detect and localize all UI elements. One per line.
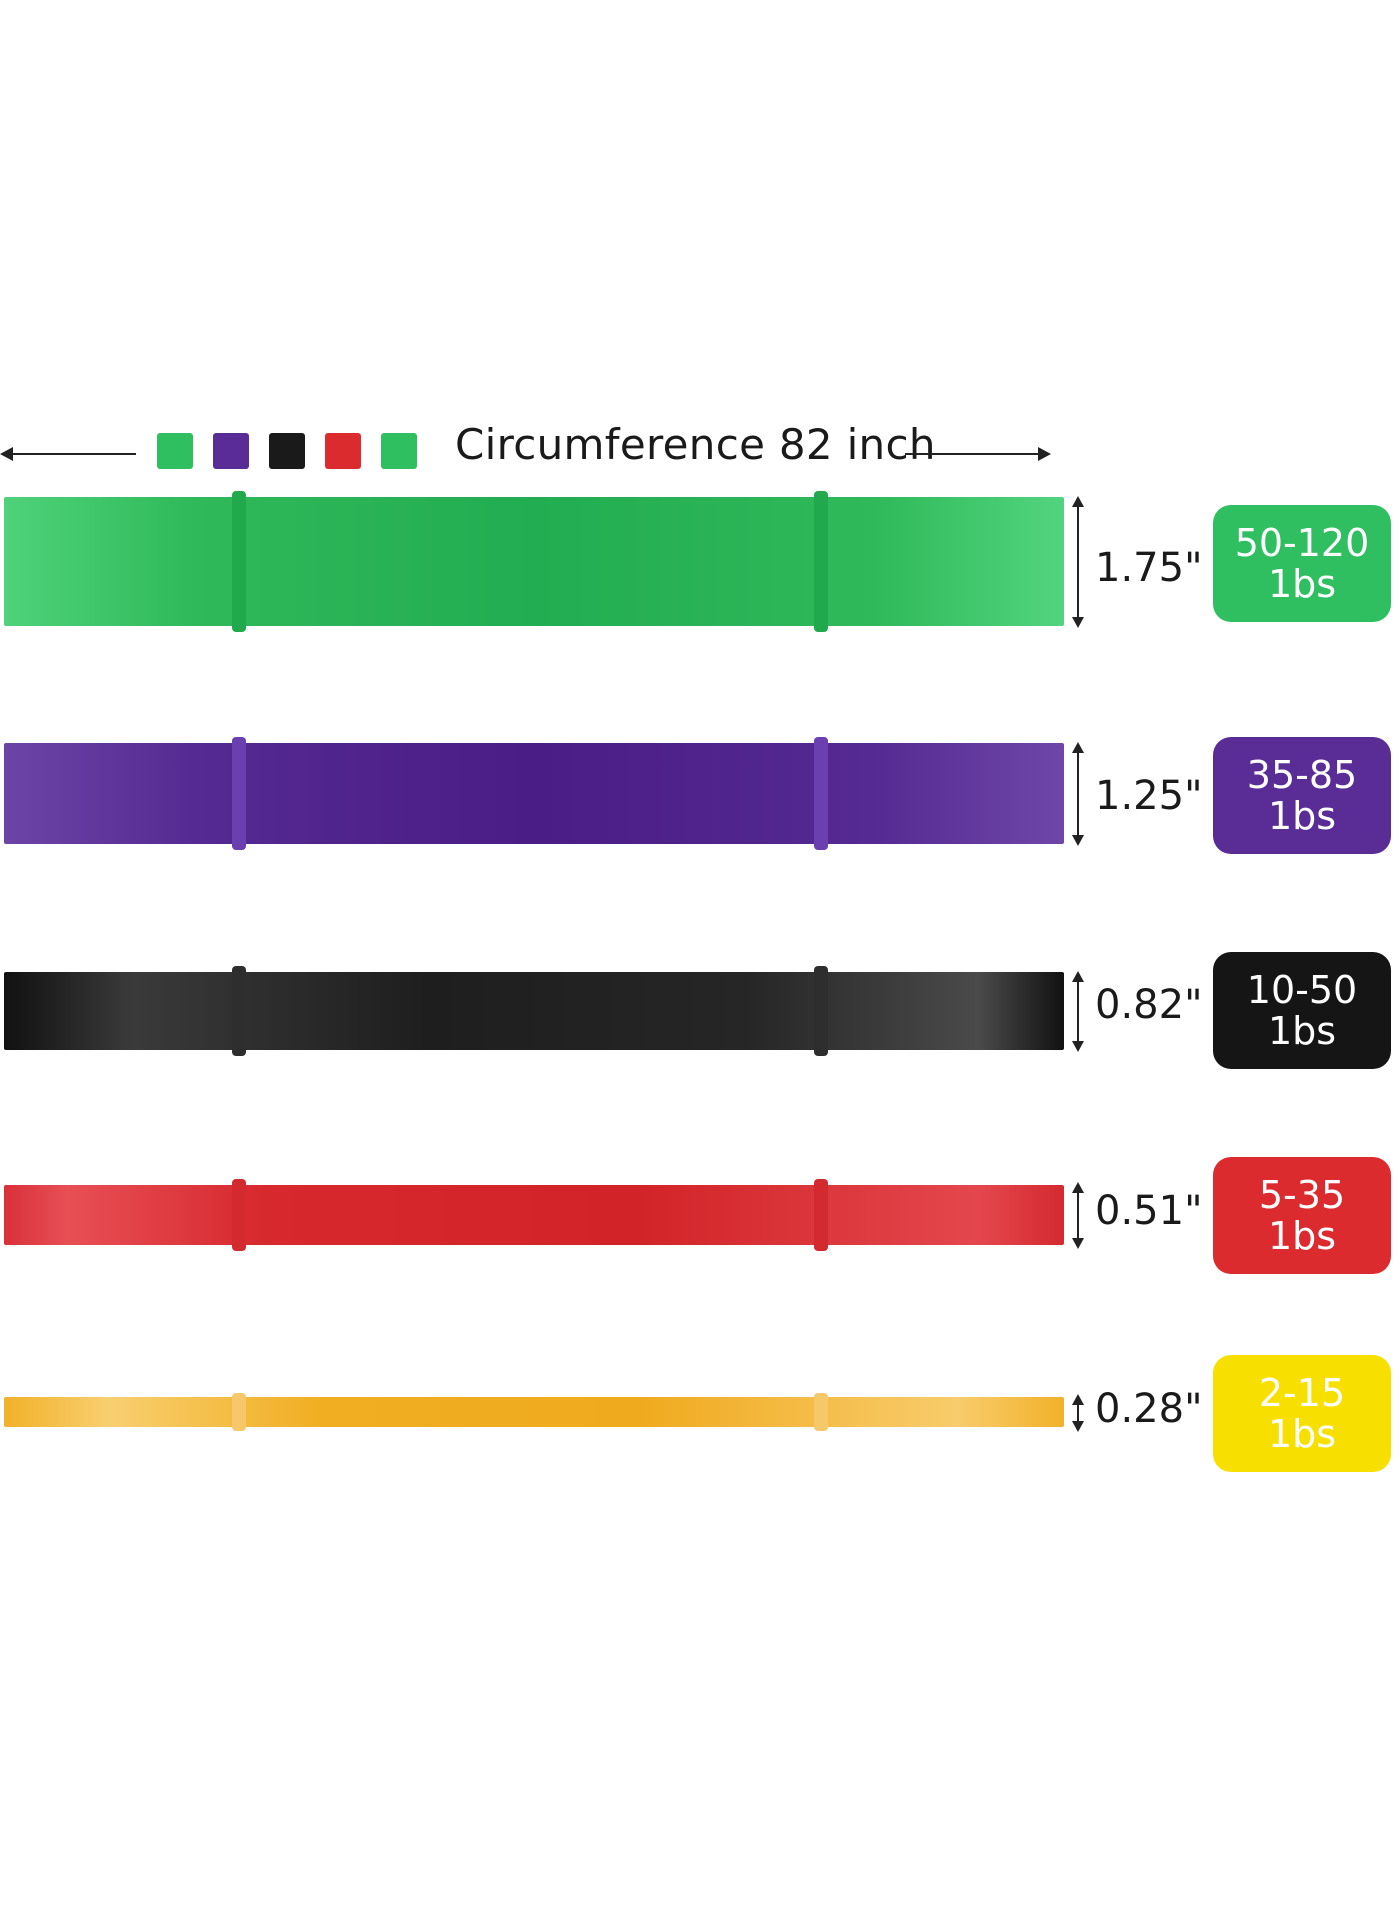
green-swatch [157, 433, 193, 469]
band-green [4, 491, 1064, 632]
resistance-range: 35-85 [1246, 752, 1358, 797]
resistance-range: 2-15 [1258, 1370, 1346, 1415]
band-purple [4, 737, 1064, 850]
width-arrow-green [1072, 496, 1084, 628]
width-arrow-yellow [1072, 1394, 1084, 1432]
band-clip [232, 1179, 246, 1251]
band-clip [814, 966, 828, 1056]
resistance-range: 50-120 [1234, 520, 1370, 565]
band-clip [814, 1179, 828, 1251]
circumference-arrow-right [905, 447, 1051, 461]
resistance-badge-red: 5-35 1bs [1213, 1157, 1391, 1274]
width-arrow-red [1072, 1182, 1084, 1249]
band-clip [232, 966, 246, 1056]
width-label-yellow: 0.28" [1095, 1386, 1203, 1432]
band-clip [232, 1393, 246, 1431]
band-clip [232, 737, 246, 850]
width-label-purple: 1.25" [1095, 773, 1203, 819]
resistance-range: 10-50 [1246, 967, 1358, 1012]
band-red [4, 1179, 1064, 1251]
black-swatch [269, 433, 305, 469]
resistance-unit: 1bs [1267, 1213, 1337, 1258]
red-swatch [325, 433, 361, 469]
color-swatches [157, 433, 417, 469]
width-label-black: 0.82" [1095, 982, 1203, 1028]
width-label-red: 0.51" [1095, 1188, 1203, 1234]
band-clip [814, 491, 828, 632]
band-clip [814, 1393, 828, 1431]
resistance-badge-black: 10-50 1bs [1213, 952, 1391, 1069]
purple-swatch [213, 433, 249, 469]
band-clip [232, 491, 246, 632]
resistance-unit: 1bs [1267, 1411, 1337, 1456]
resistance-badge-green: 50-120 1bs [1213, 505, 1391, 622]
width-label-green: 1.75" [1095, 545, 1203, 591]
resistance-badge-purple: 35-85 1bs [1213, 737, 1391, 854]
resistance-range: 5-35 [1258, 1172, 1346, 1217]
circumference-arrow-left [0, 447, 136, 461]
resistance-unit: 1bs [1267, 561, 1337, 606]
resistance-badge-yellow: 2-15 1bs [1213, 1355, 1391, 1472]
width-arrow-black [1072, 971, 1084, 1052]
resistance-unit: 1bs [1267, 1008, 1337, 1053]
resistance-unit: 1bs [1267, 793, 1337, 838]
circumference-title: Circumference 82 inch [455, 420, 936, 469]
width-arrow-purple [1072, 742, 1084, 846]
band-yellow [4, 1393, 1064, 1431]
band-clip [814, 737, 828, 850]
band-black [4, 966, 1064, 1056]
green-swatch-2 [381, 433, 417, 469]
